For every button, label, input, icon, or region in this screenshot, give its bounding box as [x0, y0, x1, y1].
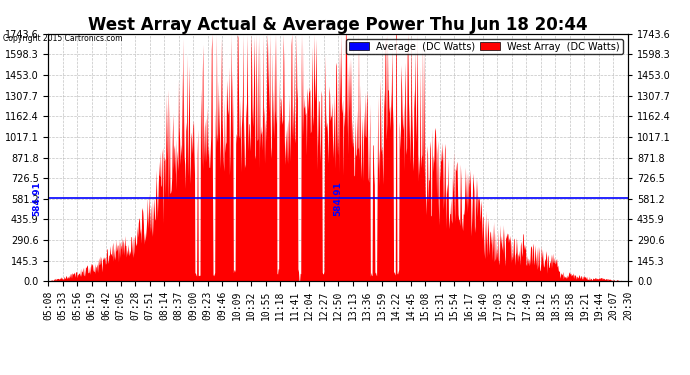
Title: West Array Actual & Average Power Thu Jun 18 20:44: West Array Actual & Average Power Thu Ju… — [88, 16, 588, 34]
Legend: Average  (DC Watts), West Array  (DC Watts): Average (DC Watts), West Array (DC Watts… — [346, 39, 623, 54]
Text: Copyright 2015 Cartronics.com: Copyright 2015 Cartronics.com — [3, 34, 123, 43]
Text: 584.91: 584.91 — [333, 181, 343, 216]
Text: 584.91: 584.91 — [32, 181, 41, 216]
